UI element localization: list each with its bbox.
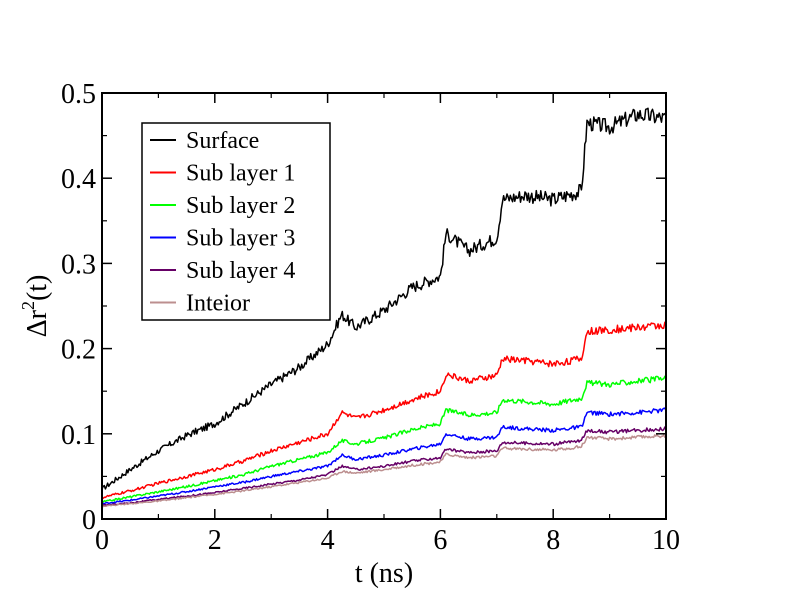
- x-axis-title: t (ns): [355, 558, 413, 589]
- y-tick-label: 0.3: [61, 249, 96, 280]
- x-tick-label: 2: [208, 525, 222, 556]
- y-axis-title-tail: (t): [22, 275, 53, 301]
- y-tick-label: 0.4: [61, 164, 96, 195]
- svg-text:Δr2(t): Δr2(t): [18, 275, 53, 338]
- legend-label: Sub layer 2: [186, 193, 295, 219]
- series-line-3: [102, 375, 667, 503]
- legend: Surface Sub layer 1 Sub layer 2 Sub layer 3…: [141, 122, 331, 321]
- series-line-1: [101, 107, 667, 490]
- legend-label: Inteior: [186, 291, 250, 317]
- legend-label: Sub layer 1: [186, 161, 295, 187]
- x-tick-label: 4: [321, 525, 335, 556]
- legend-label: Sub layer 4: [186, 258, 295, 284]
- x-tick-label: 8: [546, 525, 560, 556]
- x-tick-label: 0: [95, 525, 109, 556]
- legend-label: Sub layer 3: [186, 226, 295, 252]
- x-tick-label: 6: [433, 525, 447, 556]
- y-axis-title: Δr2(t): [18, 275, 53, 338]
- legend-box: [141, 122, 331, 321]
- series-line-5: [101, 426, 667, 507]
- series-layer: [101, 107, 667, 508]
- y-tick-label: 0: [82, 505, 96, 536]
- x-tick-label: 10: [652, 525, 680, 556]
- series-line-6: [101, 433, 667, 508]
- y-tick-label: 0.2: [61, 335, 96, 366]
- y-tick-label: 0.5: [61, 79, 96, 110]
- ticks-layer: 0 2 4 6 8 10 0 0.1 0.2 0.3 0.4 0.5: [61, 79, 680, 556]
- legend-label: Surface: [186, 128, 259, 154]
- series-line-2: [101, 321, 667, 500]
- series-line-4: [101, 407, 667, 505]
- y-axis-title-sup: 2: [18, 301, 38, 310]
- y-axis-title-main: Δr: [22, 309, 53, 337]
- y-tick-label: 0.1: [61, 420, 96, 451]
